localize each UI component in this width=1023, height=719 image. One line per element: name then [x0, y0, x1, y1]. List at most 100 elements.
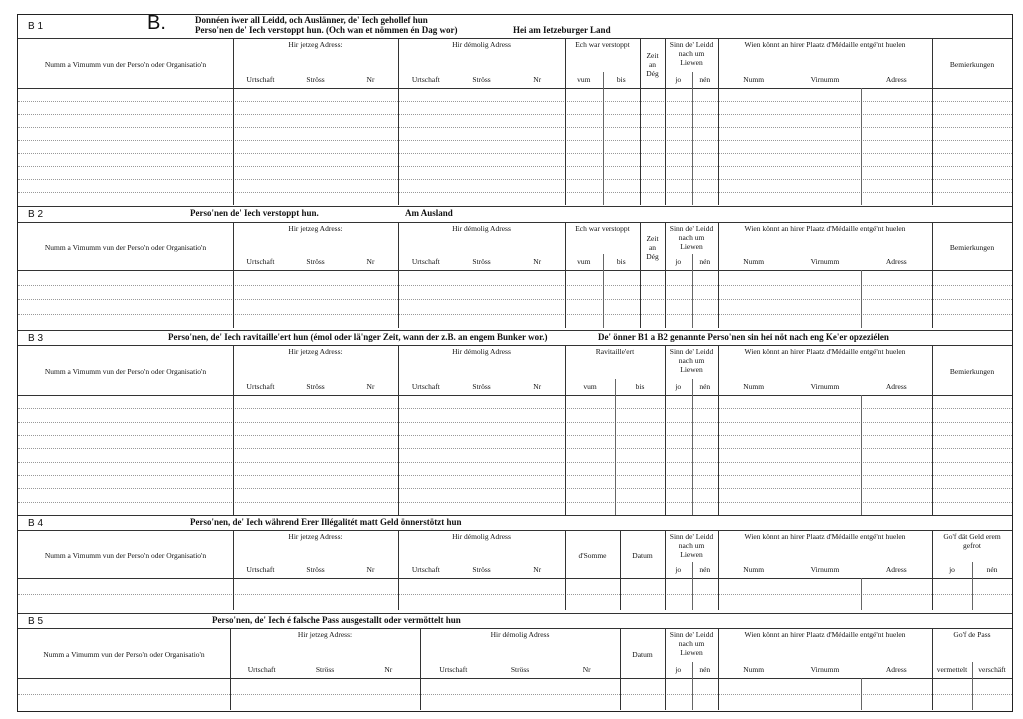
section-rule	[18, 330, 1012, 331]
column-header: Ech war verstoppt	[565, 40, 640, 72]
entry-line	[18, 284, 1012, 286]
sub-header: Numm	[743, 382, 765, 391]
column-header: Sinn de' Leidd nach um Liewen	[665, 40, 718, 72]
column-header: Sinn de' Leidd nach um Liewen	[665, 224, 718, 254]
column-label: Wien könnt an hirer Plaatz d'Médaille en…	[744, 630, 906, 639]
column-label: Bemierkungen	[949, 366, 995, 376]
column-line	[932, 345, 933, 515]
sub-header: jo	[675, 75, 682, 84]
column-header: Numm a Vimumm vun der Perso'n oder Organ…	[18, 351, 233, 391]
entry-line	[18, 313, 1012, 315]
section-bar-rule	[18, 530, 1012, 531]
sub-header: bis	[616, 75, 626, 84]
sub-header: Numm	[743, 665, 765, 674]
column-label: Numm a Vimumm vun der Perso'n oder Organ…	[44, 366, 207, 376]
sub-header: nén	[699, 75, 711, 84]
section-rule	[18, 515, 1012, 516]
entry-line	[18, 501, 1012, 503]
column-label: Wien könnt an hirer Plaatz d'Médaille en…	[744, 224, 906, 233]
column-label: Hir jetzeg Adress:	[288, 40, 343, 49]
column-header: Hir jetzeg Adress:	[233, 224, 398, 254]
column-header: Numm a Vimumm vun der Perso'n oder Organ…	[18, 634, 230, 674]
entry-line	[18, 461, 1012, 463]
sub-header: Ströss	[306, 75, 325, 84]
sub-column-line	[972, 562, 973, 610]
column-label: Sinn de' Leidd nach um Liewen	[669, 532, 714, 559]
column-header: Wien könnt an hirer Plaatz d'Médaille en…	[718, 347, 932, 379]
form-letter: B.	[147, 12, 166, 34]
column-line	[718, 530, 719, 610]
column-header: Go'f de Pass	[932, 630, 1012, 662]
column-label: Zeit an Dég	[646, 50, 659, 78]
sub-header: jo	[949, 565, 955, 574]
sub-header: Urtschaft	[411, 75, 440, 84]
column-line	[398, 345, 399, 515]
column-line	[932, 38, 933, 205]
section-bar-rule	[18, 628, 1012, 629]
column-label: Hir jetzeg Adress:	[288, 347, 343, 356]
column-line	[398, 222, 399, 328]
sub-column-line	[691, 562, 693, 610]
sub-header: vum	[577, 75, 591, 84]
sub-header: jo	[675, 257, 682, 266]
column-header: Datum	[620, 536, 665, 574]
section-title: Perso'nen, de' Iech é falsche Pass ausge…	[212, 615, 461, 625]
sub-header: Nr	[533, 75, 542, 84]
entry-line	[18, 421, 1012, 423]
column-header: d'Somme	[565, 536, 620, 574]
sub-header: Urtschaft	[411, 382, 440, 391]
column-line	[230, 628, 231, 710]
sub-header: Ströss	[510, 665, 530, 674]
column-header: Bemierkungen	[932, 228, 1012, 266]
column-header: Sinn de' Leidd nach um Liewen	[665, 532, 718, 562]
column-line	[620, 530, 621, 610]
column-label: Sinn de' Leidd nach um Liewen	[669, 40, 714, 67]
column-label: Sinn de' Leidd nach um Liewen	[669, 347, 714, 374]
sub-header: jo	[675, 382, 682, 391]
column-label: Numm a Vimumm vun der Perso'n oder Organ…	[43, 649, 205, 659]
column-line	[640, 38, 641, 205]
entry-line	[18, 101, 1012, 102]
entry-line	[18, 140, 1012, 141]
column-label: Numm a Vimumm vun der Perso'n oder Organ…	[44, 59, 207, 69]
entry-line	[18, 179, 1012, 180]
column-header: Hir jetzeg Adress:	[230, 630, 420, 662]
column-label: Wien könnt an hirer Plaatz d'Médaille en…	[744, 40, 906, 49]
sub-header: nén	[986, 565, 998, 574]
column-label: Ech war verstoppt	[575, 40, 630, 49]
column-header: Wien könnt an hirer Plaatz d'Médaille en…	[718, 532, 932, 562]
column-label: Hir jetzeg Adress:	[288, 532, 343, 541]
sub-header: Nr	[582, 665, 591, 674]
column-header: Sinn de' Leidd nach um Liewen	[665, 630, 718, 662]
column-line	[398, 530, 399, 610]
column-label: Hir démolig Adress	[452, 224, 511, 233]
entry-line	[18, 153, 1012, 154]
column-label: Wien könnt an hirer Plaatz d'Médaille en…	[744, 532, 906, 541]
section-rule	[18, 206, 1012, 207]
entry-line	[18, 594, 1012, 595]
sub-header: Urtschaft	[247, 665, 276, 674]
section-code: B 2	[28, 209, 44, 220]
sub-header: Nr	[533, 382, 542, 391]
column-header: Go'f dät Geld erem gefrot	[932, 532, 1012, 562]
header-rule	[18, 88, 1012, 89]
sub-header: Ströss	[306, 382, 325, 391]
sub-header: Virnumm	[810, 565, 840, 574]
column-header: Bemierkungen	[932, 44, 1012, 84]
column-line	[233, 222, 234, 328]
column-line	[932, 222, 933, 328]
sub-header: Nr	[533, 565, 542, 574]
sub-header: nén	[699, 565, 711, 574]
sub-header: Virnumm	[810, 75, 840, 84]
sub-column-line	[860, 88, 862, 205]
column-label: Hir démolig Adress	[490, 630, 550, 639]
sub-header: Numm	[743, 565, 765, 574]
entry-line	[18, 299, 1012, 300]
section-title: Donnéen iwer all Leidd, och Auslänner, d…	[195, 15, 428, 25]
sub-header: Urtschaft	[246, 382, 275, 391]
column-line	[665, 222, 666, 328]
sub-header: Ströss	[315, 665, 335, 674]
sub-header: vermettelt	[936, 665, 968, 674]
column-label: Zeit an Dég	[646, 233, 659, 261]
section-code: B 5	[28, 616, 44, 627]
